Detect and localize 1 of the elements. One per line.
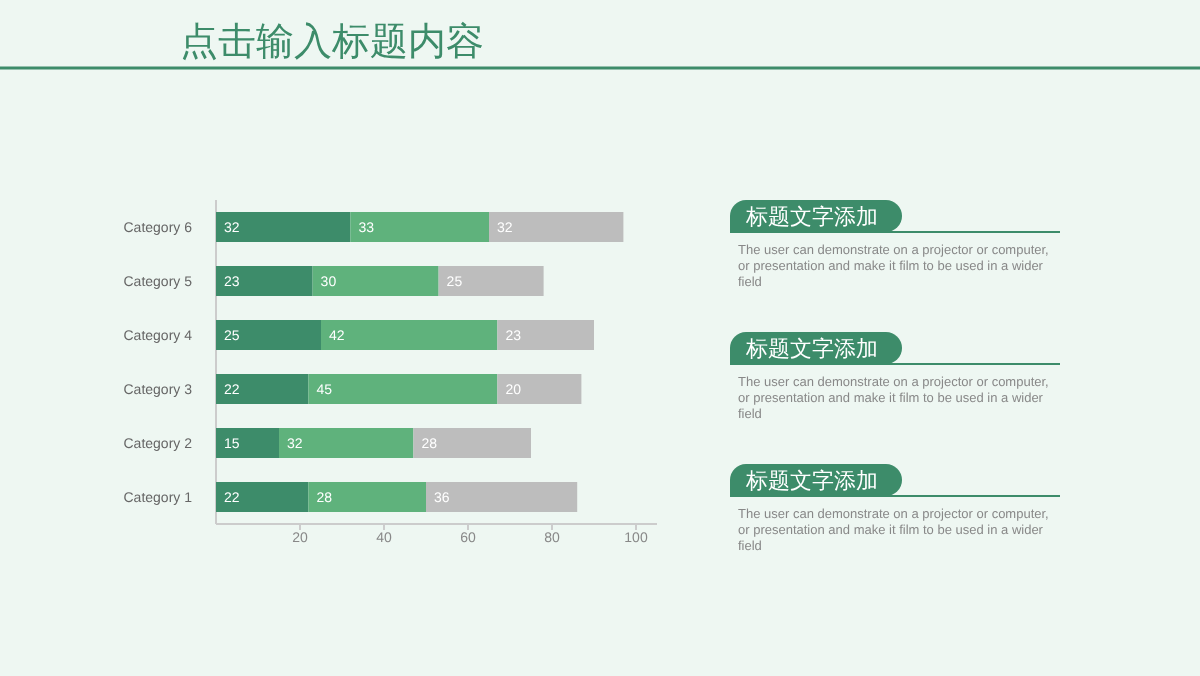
title: 点击输入标题内容 xyxy=(180,22,484,64)
